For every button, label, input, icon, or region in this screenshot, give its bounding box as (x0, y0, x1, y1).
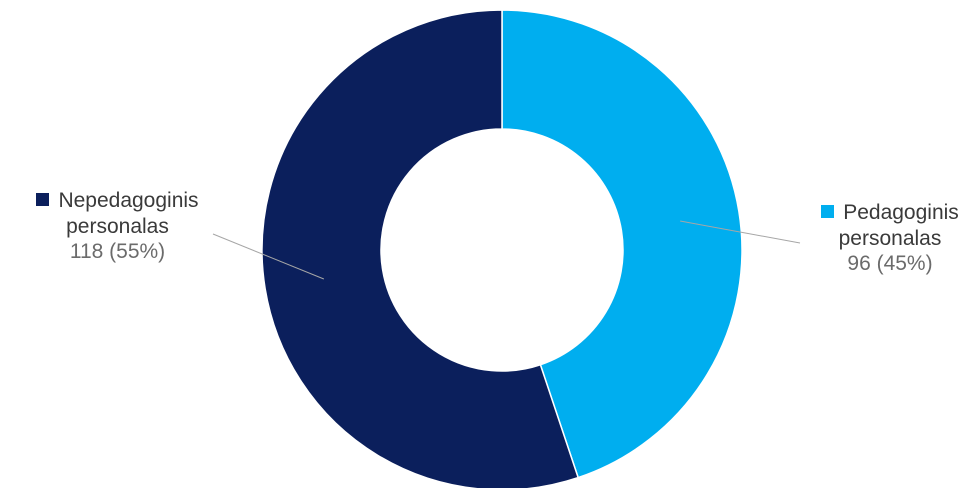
legend-swatch-pedagoginis (821, 205, 835, 218)
slice-nepedagoginis (261, 9, 580, 488)
label-line2: personalas (66, 214, 169, 238)
leader-line-pedagoginis (680, 220, 801, 244)
label-line1: Pedagoginis (843, 201, 959, 224)
label-pedagoginis: Pedagoginis personalas 96 (45%) (800, 200, 980, 277)
label-value: 96 (45%) (847, 252, 933, 276)
label-line1: Nepedagoginis (58, 189, 199, 212)
label-line2: personalas (838, 226, 942, 250)
label-nepedagoginis: Nepedagoginis personalas 118 (55%) (10, 188, 225, 265)
legend-swatch-nepedagoginis (36, 193, 50, 206)
label-value: 118 (55%) (69, 240, 166, 264)
leader-line-nepedagoginis (212, 233, 325, 280)
slice-pedagoginis (501, 9, 743, 479)
